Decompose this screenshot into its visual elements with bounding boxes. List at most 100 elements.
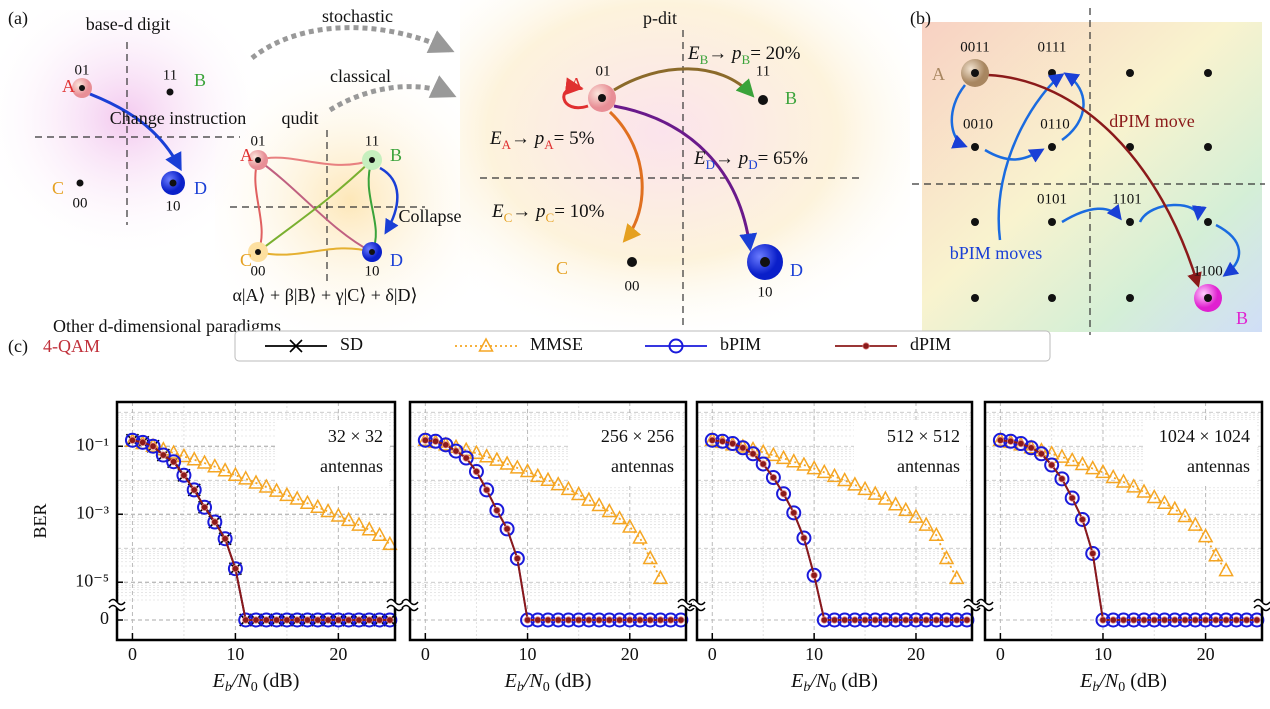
state: B xyxy=(742,52,751,67)
node-dot xyxy=(760,257,770,267)
arrow: → p xyxy=(715,148,748,169)
marker xyxy=(443,442,449,448)
probability: = 5% xyxy=(554,128,595,149)
charts: 10⁻¹10⁻³10⁻⁵00102032 × 32antennasEb/N0 (… xyxy=(30,334,1270,695)
x-tick-label: 10 xyxy=(226,644,244,664)
marker xyxy=(1182,617,1188,623)
annotation: 32 × 32 xyxy=(328,426,383,446)
marker xyxy=(181,472,187,478)
panel-label: (a) xyxy=(8,8,28,29)
marker xyxy=(1059,476,1065,482)
node-dot xyxy=(170,180,177,187)
x-axis-label-part: E xyxy=(504,670,517,692)
point xyxy=(971,294,979,302)
marker xyxy=(243,617,249,623)
point xyxy=(1048,143,1056,151)
node-label: D xyxy=(390,250,403,270)
point xyxy=(1048,218,1056,226)
annotation: 512 × 512 xyxy=(887,426,960,446)
title: base-d digit xyxy=(86,14,170,34)
node-dot xyxy=(758,95,768,105)
marker xyxy=(535,617,541,623)
marker xyxy=(201,504,207,510)
annotation: antennas xyxy=(320,456,383,476)
x-axis-label-part: /N xyxy=(523,670,545,692)
marker xyxy=(1028,445,1034,451)
energy: E xyxy=(693,148,706,169)
x-tick-label: 0 xyxy=(421,644,430,664)
marker xyxy=(1079,516,1085,522)
legend-label: bPIM xyxy=(720,334,761,354)
point xyxy=(1126,218,1134,226)
node-dot xyxy=(77,180,84,187)
legend-label: MMSE xyxy=(530,334,583,354)
code: 10 xyxy=(365,263,380,279)
node-dot xyxy=(369,249,375,255)
x-axis-label-part: 0 xyxy=(251,680,258,695)
x-axis-label-part: /N xyxy=(809,670,831,692)
marker xyxy=(719,438,725,444)
x-axis-label-part: 0 xyxy=(1118,680,1125,695)
title: qudit xyxy=(281,108,318,128)
chart: 01020512 × 512antennasEb/N0 (dB) xyxy=(689,402,980,695)
node-dot xyxy=(971,69,979,77)
code: 0011 xyxy=(960,39,989,55)
x-axis-label-part: 0 xyxy=(829,680,836,695)
marker xyxy=(1048,462,1054,468)
code: 0111 xyxy=(1038,39,1067,55)
marker xyxy=(913,617,919,623)
arrow-label: Change instruction xyxy=(110,108,246,128)
state: D xyxy=(706,157,715,172)
chart: 01020256 × 256antennasEb/N0 (dB) xyxy=(402,402,694,695)
code: 01 xyxy=(596,63,611,79)
point xyxy=(1204,69,1212,77)
marker xyxy=(1131,617,1137,623)
marker xyxy=(740,445,746,451)
marker xyxy=(831,617,837,623)
probability: = 10% xyxy=(554,201,604,222)
marker xyxy=(284,617,290,623)
legend-label: dPIM xyxy=(910,334,951,354)
node-label: C xyxy=(52,178,64,198)
state: D xyxy=(748,157,757,172)
panel-a: (a) base-d digit A 01 B 11 C 00 D 10 Cha… xyxy=(0,0,910,336)
code: 1101 xyxy=(1112,191,1141,207)
marker xyxy=(1100,617,1106,623)
marker xyxy=(494,507,500,513)
node-label: B xyxy=(390,145,402,165)
node-dot xyxy=(1204,294,1212,302)
marker xyxy=(780,491,786,497)
marker xyxy=(596,617,602,623)
code: 1100 xyxy=(1193,263,1222,279)
title: p-dit xyxy=(643,8,677,28)
marker xyxy=(1069,495,1075,501)
x-tick-label: 20 xyxy=(907,644,925,664)
point xyxy=(1126,294,1134,302)
x-axis-label-part: (dB) xyxy=(836,670,878,692)
background xyxy=(460,0,910,330)
node-label: D xyxy=(790,260,803,280)
code: 00 xyxy=(251,263,266,279)
x-axis-label: Eb/N0 (dB) xyxy=(1079,670,1167,696)
code: 10 xyxy=(758,284,773,300)
marker xyxy=(565,617,571,623)
marker xyxy=(892,617,898,623)
state: α|A⟩ + β|B⟩ + γ|C⟩ + δ|D⟩ xyxy=(233,285,418,305)
marker xyxy=(1018,440,1024,446)
marker xyxy=(473,468,479,474)
x-axis-label: Eb/N0 (dB) xyxy=(790,670,878,696)
point xyxy=(1126,69,1134,77)
state: B xyxy=(700,52,709,67)
marker xyxy=(863,343,869,349)
point xyxy=(1048,69,1056,77)
legend-label: SD xyxy=(340,334,363,354)
code: 11 xyxy=(163,67,177,83)
code: 01 xyxy=(251,133,266,149)
marker xyxy=(387,617,393,623)
x-axis-label-part: b xyxy=(1092,680,1099,695)
marker xyxy=(315,617,321,623)
marker xyxy=(504,526,510,532)
marker xyxy=(524,617,530,623)
node-dot xyxy=(167,89,174,96)
state: C xyxy=(546,210,555,225)
